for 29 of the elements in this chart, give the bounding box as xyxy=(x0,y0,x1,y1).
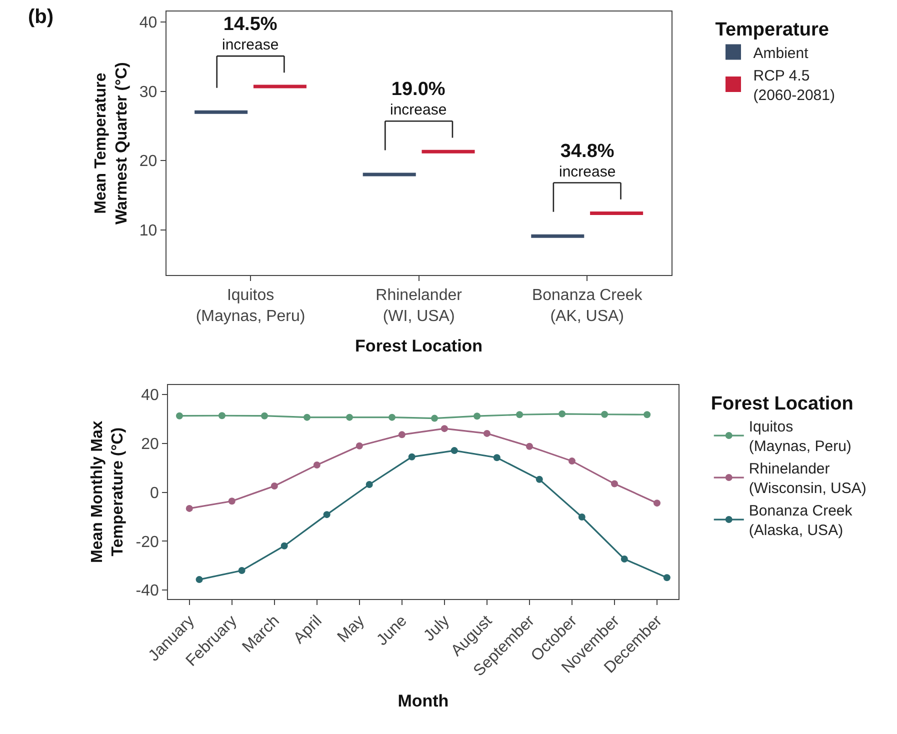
text: (b) xyxy=(28,6,54,28)
x-tick-label: Rhinelander (WI, USA) xyxy=(376,287,463,325)
legend-title: Temperature xyxy=(715,20,829,41)
legend-title: Forest Location xyxy=(710,394,854,415)
legend-label: Iquitos (Maynas, Peru) xyxy=(748,418,852,456)
y-tick-label: 40 xyxy=(141,387,160,404)
y-tick-label: 20 xyxy=(139,153,158,170)
y-tick-label: -20 xyxy=(136,534,160,551)
legend-label: Bonanza Creek (Alaska, USA) xyxy=(748,502,853,540)
annotation: 34.8% increase xyxy=(559,141,616,180)
y-tick-label: 10 xyxy=(139,222,158,240)
x-axis-title: Forest Location xyxy=(355,336,483,356)
x-tick-label: July xyxy=(420,612,453,645)
y-axis-title: Mean Monthly Max Temperature (°C) xyxy=(88,420,127,563)
legend-label: Ambient xyxy=(753,44,810,62)
y-tick-label: 40 xyxy=(139,14,158,32)
x-tick-label: Bonanza Creek (AK, USA) xyxy=(532,287,644,325)
legend-label: RCP 4.5 (2060-2081) xyxy=(753,67,835,104)
x-tick-label: Iquitos (Maynas, Peru) xyxy=(196,287,306,325)
annotation: 19.0% increase xyxy=(390,79,447,118)
y-tick-label: -40 xyxy=(136,582,160,600)
legend-label: Rhinelander (Wisconsin, USA) xyxy=(748,460,866,498)
x-tick-label: May xyxy=(334,612,368,646)
y-tick-label: 20 xyxy=(141,436,160,454)
x-axis-title: Month xyxy=(398,691,449,710)
y-tick-label: 0 xyxy=(150,484,160,502)
y-axis-title: Mean Temperature Warmest Quarter (°C) xyxy=(92,62,130,224)
annotation: 14.5% increase xyxy=(222,14,279,54)
y-tick-label: 30 xyxy=(139,84,158,101)
